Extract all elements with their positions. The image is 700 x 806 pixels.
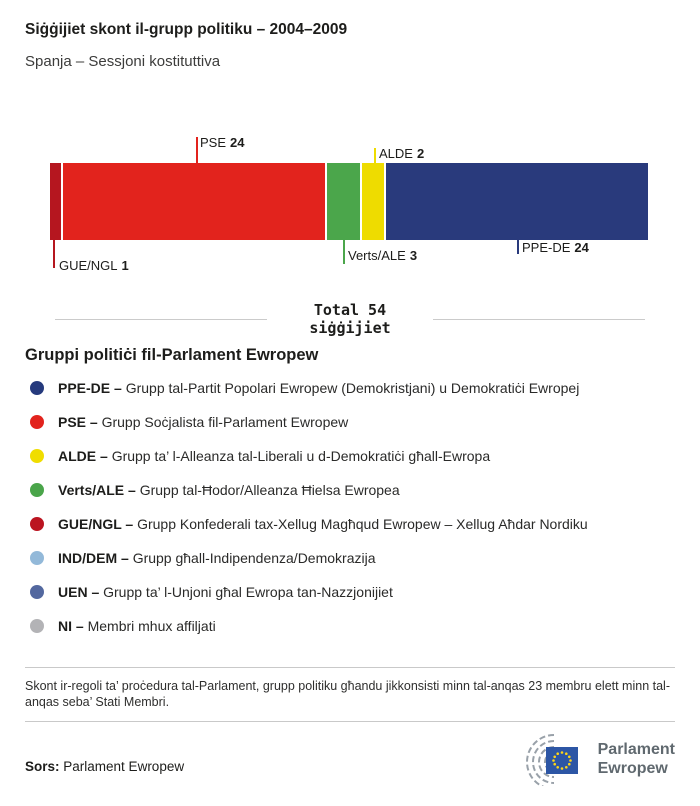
legend-item: PPE-DE – Grupp tal-Partit Popolari Ewrop… bbox=[25, 378, 675, 398]
bar-label-gue-ngl: GUE/NGL 1 bbox=[59, 258, 129, 273]
total-seats-label: Total 54 siġġijiet bbox=[309, 301, 391, 337]
leader-line-ppe-de bbox=[517, 240, 519, 254]
legend-group-description: Grupp Soċjalista fil-Parlament Ewropew bbox=[101, 414, 349, 430]
bar-segment-gue-ngl[interactable] bbox=[50, 163, 61, 240]
bar-segment-alde[interactable] bbox=[361, 163, 384, 240]
legend-heading: Gruppi politiċi fil-Parlament Ewropew bbox=[25, 346, 319, 364]
legend-group-description: Grupp għall-Indipendenza/Demokrazija bbox=[132, 550, 376, 566]
source-line: Sors: Parlament Ewropew bbox=[25, 759, 184, 774]
legend-group-name: IND/DEM – bbox=[58, 550, 129, 566]
source-label: Sors: bbox=[25, 759, 60, 774]
legend-color-dot bbox=[30, 381, 44, 395]
legend-item: Verts/ALE – Grupp tal-Ħodor/Alleanza Ħie… bbox=[25, 480, 675, 500]
legend-item: IND/DEM – Grupp għall-Indipendenza/Demok… bbox=[25, 548, 675, 568]
page-subtitle: Spanja – Sessjoni kostituttiva bbox=[25, 53, 221, 70]
legend-color-dot bbox=[30, 619, 44, 633]
legend-item: ALDE – Grupp ta’ l-Alleanza tal-Liberali… bbox=[25, 446, 675, 466]
legend-group-description: Membri mhux affiljati bbox=[87, 618, 216, 634]
legend-list: PPE-DE – Grupp tal-Partit Popolari Ewrop… bbox=[25, 378, 675, 636]
legend-color-dot bbox=[30, 415, 44, 429]
legend-color-dot bbox=[30, 551, 44, 565]
legend-group-description: Grupp ta’ l-Unjoni għal Ewropa tan-Nazzj… bbox=[103, 584, 393, 600]
hemicycle-eu-flag-icon bbox=[525, 734, 578, 786]
european-parliament-logo: Parlament Ewropew bbox=[494, 732, 675, 786]
stacked-bar bbox=[50, 163, 648, 240]
legend-color-dot bbox=[30, 585, 44, 599]
footnote-divider-top bbox=[25, 667, 675, 668]
legend-group-name: NI – bbox=[58, 618, 84, 634]
bar-label-verts-ale: Verts/ALE 3 bbox=[348, 248, 418, 263]
legend-item: NI – Membri mhux affiljati bbox=[25, 616, 675, 636]
eu-flag-stars bbox=[551, 751, 572, 770]
legend-group-description: Grupp tal-Partit Popolari Ewropew (Demok… bbox=[125, 380, 580, 396]
legend-group-name: UEN – bbox=[58, 584, 100, 600]
page: Siġġijiet skont il-grupp politiku – 2004… bbox=[0, 20, 700, 786]
legend-group-description: Grupp tal-Ħodor/Alleanza Ħielsa Ewropea bbox=[139, 482, 400, 498]
footnote: Skont ir-regoli ta’ proċedura tal-Parlam… bbox=[25, 679, 670, 709]
legend-group-name: ALDE – bbox=[58, 448, 108, 464]
bar-label-alde: ALDE 2 bbox=[379, 146, 425, 161]
legend-group-name: PPE-DE – bbox=[58, 380, 122, 396]
leader-line-pse bbox=[196, 137, 198, 163]
legend-group-name: PSE – bbox=[58, 414, 98, 430]
legend-item: PSE – Grupp Soċjalista fil-Parlament Ewr… bbox=[25, 412, 675, 432]
divider-line-right bbox=[433, 318, 645, 320]
page-title: Siġġijiet skont il-grupp politiku – 2004… bbox=[25, 21, 348, 38]
bar-label-pse: PSE 24 bbox=[200, 135, 245, 150]
legend-group-name: GUE/NGL – bbox=[58, 516, 134, 532]
footnote-divider-bottom bbox=[25, 721, 675, 722]
total-seats-banner: Total 54 siġġijiet bbox=[25, 299, 675, 339]
legend-group-description: Grupp ta’ l-Alleanza tal-Liberali u d-De… bbox=[111, 448, 491, 464]
leader-line-verts-ale bbox=[343, 240, 345, 264]
logo-wordmark: Parlament Ewropew bbox=[597, 741, 675, 777]
bar-segment-verts-ale[interactable] bbox=[327, 163, 360, 240]
legend-item: GUE/NGL – Grupp Konfederali tax-Xellug M… bbox=[25, 514, 675, 534]
eu-flag bbox=[545, 747, 578, 774]
bar-label-ppe-de: PPE-DE 24 bbox=[522, 240, 589, 255]
bar-segment-pse[interactable] bbox=[62, 163, 326, 240]
seats-chart: PSE 24 ALDE 2 GUE/NGL 1 Verts/ALE 3 PPE-DE 24 bbox=[25, 135, 675, 297]
leader-line-alde bbox=[374, 148, 376, 163]
legend-color-dot bbox=[30, 449, 44, 463]
divider-line-left bbox=[55, 318, 267, 320]
footer: Sors: Parlament Ewropew bbox=[25, 732, 675, 786]
legend-item: UEN – Grupp ta’ l-Unjoni għal Ewropa tan… bbox=[25, 582, 675, 602]
leader-line-gue-ngl bbox=[53, 240, 55, 268]
legend-group-description: Grupp Konfederali tax-Xellug Magħqud Ewr… bbox=[137, 516, 588, 532]
source-value: Parlament Ewropew bbox=[63, 759, 185, 774]
legend-color-dot bbox=[30, 517, 44, 531]
legend-color-dot bbox=[30, 483, 44, 497]
legend-group-name: Verts/ALE – bbox=[58, 482, 136, 498]
bar-segment-ppe-de[interactable] bbox=[385, 163, 648, 240]
